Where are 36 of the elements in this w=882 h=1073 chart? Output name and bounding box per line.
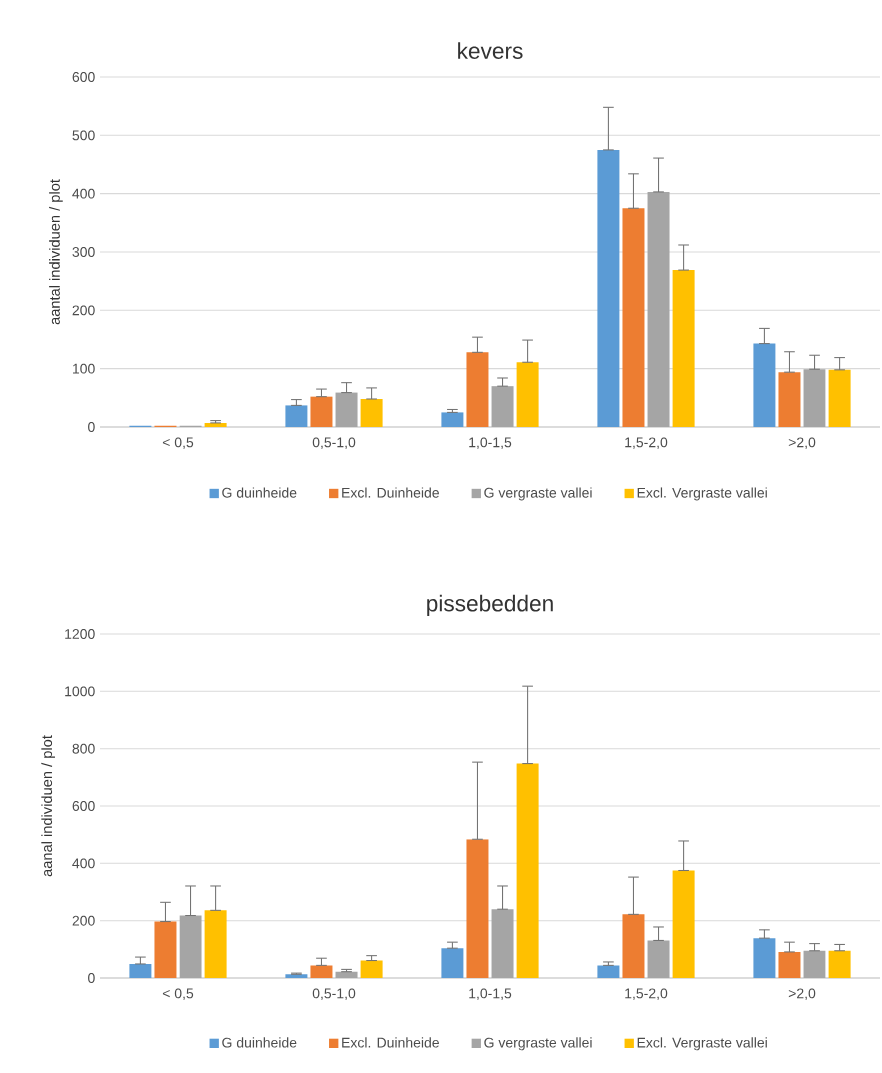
x-tick-label: < 0,5 — [162, 437, 194, 449]
legend-label: G duinheide — [222, 1037, 297, 1048]
x-tick-label: 1,0-1,5 — [469, 437, 512, 449]
y-tick-label: 400 — [72, 858, 95, 869]
chart-title: pissebedden — [427, 594, 553, 616]
y-tick-label: 800 — [72, 743, 95, 754]
y-tick-label: 400 — [72, 188, 95, 199]
legend-label: G duinheide — [222, 487, 297, 498]
y-tick-label: 600 — [72, 801, 95, 811]
legend-label: Excl. Duinheide — [342, 487, 439, 498]
legend-label: Excl. Duinheide — [342, 1037, 439, 1048]
x-tick-label: 0,5-1,0 — [312, 437, 356, 449]
legend-label: G vergraste vallei — [484, 487, 592, 501]
y-tick-label: 0 — [88, 422, 95, 432]
y-tick-label: 200 — [72, 305, 95, 316]
y-tick-label: 0 — [88, 973, 95, 983]
x-tick-label: 1,5-2,0 — [625, 988, 668, 1000]
legend-label: Excl. Vergraste vallei — [637, 1037, 767, 1051]
x-tick-label: 1,0-1,5 — [469, 988, 512, 1000]
x-tick-label: < 0,5 — [162, 988, 194, 1000]
chart-title: kevers — [458, 42, 523, 59]
y-axis-title: aantal individuen / plot — [49, 179, 63, 325]
legend-label: G vergraste vallei — [484, 1037, 592, 1051]
y-tick-label: 600 — [72, 72, 95, 82]
x-tick-label: >2,0 — [788, 437, 816, 449]
y-tick-label: 200 — [72, 915, 95, 926]
y-tick-label: 1000 — [65, 686, 95, 697]
legend-label: Excl. Vergraste vallei — [637, 487, 767, 501]
y-axis-title: aanal individuen / plot — [41, 735, 55, 877]
x-tick-label: 1,5-2,0 — [625, 437, 668, 449]
x-tick-label: 0,5-1,0 — [312, 988, 356, 1000]
y-tick-label: 1200 — [65, 629, 95, 639]
x-tick-label: >2,0 — [788, 988, 816, 1000]
y-tick-label: 300 — [72, 247, 95, 257]
y-tick-label: 100 — [73, 363, 95, 374]
y-tick-label: 500 — [72, 130, 95, 141]
